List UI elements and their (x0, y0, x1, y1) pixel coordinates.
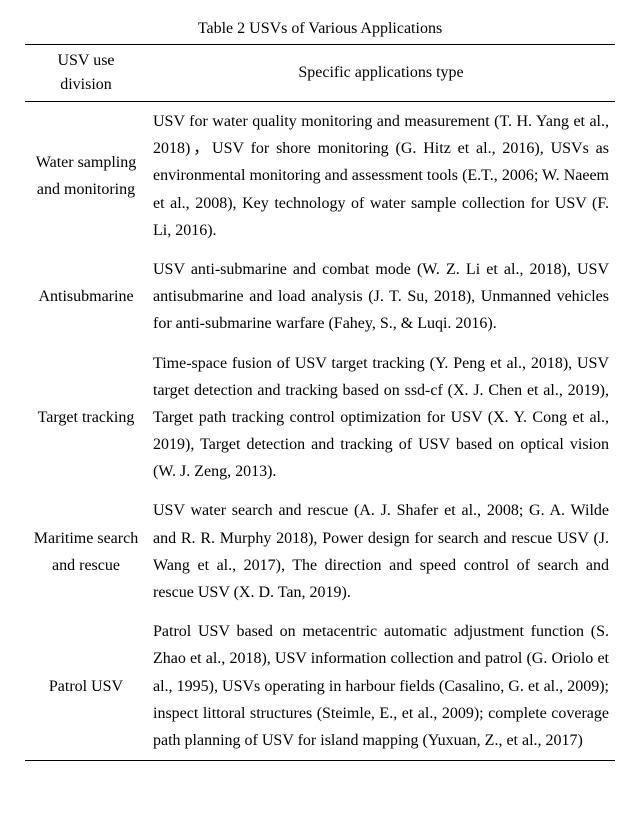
table-header-row: USV use division Specific applications t… (25, 45, 615, 102)
cell-application: USV for water quality monitoring and mea… (147, 102, 615, 250)
cell-application: Patrol USV based on metacentric automati… (147, 612, 615, 760)
usv-applications-table: USV use division Specific applications t… (25, 44, 615, 761)
cell-division: Water sampling and monitoring (25, 102, 147, 250)
table-row: Patrol USV Patrol USV based on metacentr… (25, 612, 615, 760)
cell-division: Maritime search and rescue (25, 491, 147, 612)
table-row: Water sampling and monitoring USV for wa… (25, 102, 615, 250)
table-row: Antisubmarine USV anti-submarine and com… (25, 250, 615, 344)
cell-division: Antisubmarine (25, 250, 147, 344)
table-caption: Table 2 USVs of Various Applications (25, 20, 615, 38)
cell-application: USV anti-submarine and combat mode (W. Z… (147, 250, 615, 344)
table-row: Target tracking Time-space fusion of USV… (25, 344, 615, 492)
cell-application: USV water search and rescue (A. J. Shafe… (147, 491, 615, 612)
table-row: Maritime search and rescue USV water sea… (25, 491, 615, 612)
header-applications: Specific applications type (147, 45, 615, 102)
cell-application: Time-space fusion of USV target tracking… (147, 344, 615, 492)
cell-division: Target tracking (25, 344, 147, 492)
cell-division: Patrol USV (25, 612, 147, 760)
header-division: USV use division (25, 45, 147, 102)
